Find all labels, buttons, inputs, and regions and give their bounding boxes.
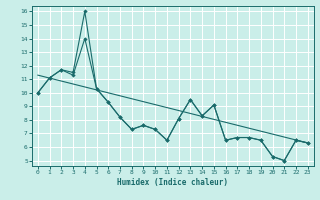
- X-axis label: Humidex (Indice chaleur): Humidex (Indice chaleur): [117, 178, 228, 187]
